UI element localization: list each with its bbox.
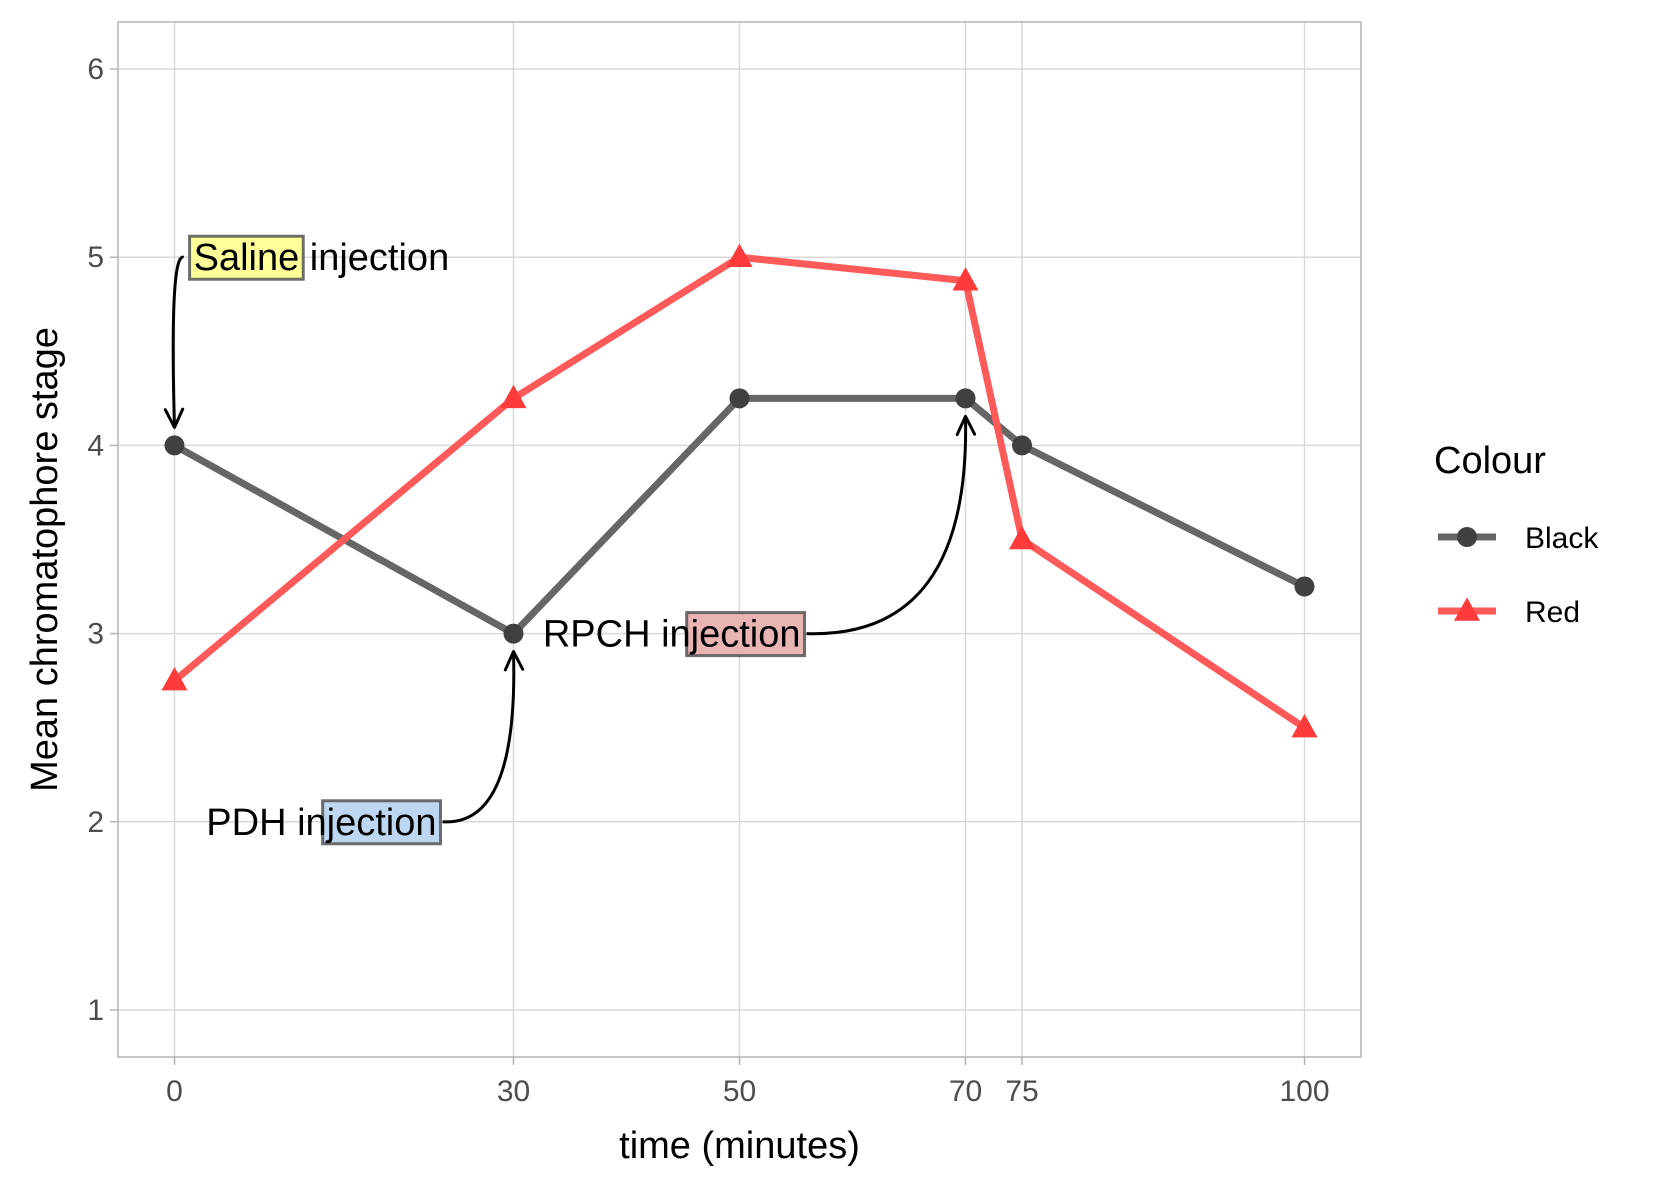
annotation-box [321,799,443,846]
x-tick-label: 50 [723,1075,756,1108]
data-point [500,384,527,409]
annotation: Saline injection [163,237,450,429]
axes: 1 2 3 4 5 6 0 30 50 70 75 100 [87,53,1329,1108]
data-point [729,388,750,409]
legend-key-marker [1454,597,1480,621]
data-point [952,267,979,291]
data-point [1012,435,1032,456]
x-tick-label: 0 [166,1075,183,1108]
y-tick-label: 3 [87,618,104,651]
annotation-arrowhead [503,650,525,672]
data-point [1009,525,1035,550]
annotation-boxes [188,234,807,846]
series-layer [161,243,1318,738]
annotation: PDH injection [206,650,525,844]
x-tick-label: 100 [1279,1075,1329,1108]
x-tick-label: 75 [1005,1075,1038,1108]
data-point [161,666,188,691]
data-point [1291,714,1318,738]
legend-key-marker [1457,527,1477,547]
legend-label: Red [1525,596,1580,629]
y-axis-title: Mean chromatophore stage [24,327,66,792]
annotation-box [188,234,305,281]
annotation-label: RPCH injection [543,614,801,656]
legend-item-black: Black [1438,522,1599,555]
annotations: Saline injection PDH injection RPCH inject… [163,237,977,844]
annotation-arrow [442,651,516,824]
annotation-arrowhead [163,407,185,429]
legend: Colour Black Red [1434,440,1599,629]
annotation-label: PDH injection [206,802,436,844]
y-tick-label: 2 [87,806,104,839]
x-tick-label: 70 [949,1075,982,1108]
series-line-red [171,253,1308,732]
data-point [164,435,185,456]
grid [118,22,1361,1057]
y-tick-label: 5 [87,241,104,274]
y-tick-label: 6 [87,53,104,86]
annotation-arrowhead [955,414,977,437]
series-red [161,243,1318,738]
annotation-label: Saline injection [194,237,450,279]
series-line-black [171,394,1308,638]
x-axis-title: time (minutes) [619,1125,860,1167]
annotation-arrow [171,255,185,428]
data-point [1294,576,1315,597]
data-point [726,243,753,267]
annotation: RPCH injection [543,414,977,656]
series-black [164,388,1315,644]
legend-title: Colour [1434,440,1546,482]
legend-item-red: Red [1438,596,1580,629]
y-tick-label: 4 [87,429,104,462]
data-point [955,388,976,409]
data-point [503,623,524,644]
legend-label: Black [1525,522,1599,555]
annotation-box [685,611,807,658]
annotation-arrow [806,416,968,636]
x-tick-label: 30 [497,1075,530,1108]
y-tick-label: 1 [87,994,104,1027]
